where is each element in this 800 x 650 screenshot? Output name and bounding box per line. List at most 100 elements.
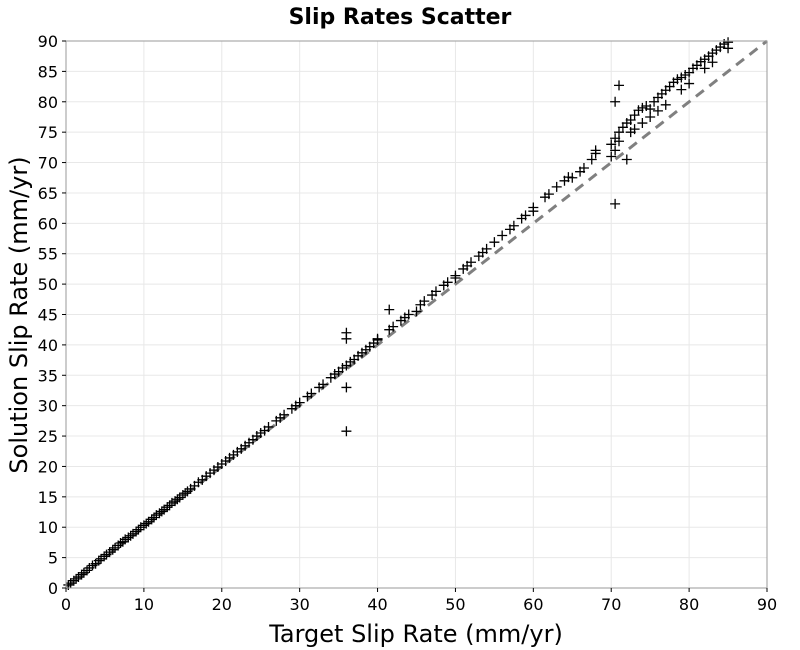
data-point — [71, 573, 82, 584]
data-point — [146, 514, 157, 525]
data-point — [676, 84, 687, 95]
x-tick-label: 20 — [212, 595, 232, 614]
y-tick-label: 60 — [38, 214, 58, 233]
data-point — [684, 78, 695, 89]
data-point — [723, 37, 734, 48]
data-point — [489, 237, 500, 248]
x-tick-label: 60 — [523, 595, 543, 614]
y-tick-label: 50 — [38, 275, 58, 294]
x-tick-label: 70 — [601, 595, 621, 614]
data-point — [306, 388, 317, 399]
data-point — [508, 220, 519, 231]
data-point — [82, 565, 93, 576]
data-point — [481, 243, 492, 254]
data-point — [162, 502, 173, 513]
data-point — [107, 544, 118, 555]
data-point — [699, 63, 710, 74]
data-point — [411, 306, 422, 317]
data-point — [645, 111, 656, 122]
y-axis-title: Solution Slip Rate (mm/yr) — [5, 156, 33, 473]
data-point — [419, 296, 430, 307]
y-tick-label: 85 — [38, 62, 58, 81]
x-tick-label: 30 — [289, 595, 309, 614]
data-point — [497, 230, 508, 241]
data-point — [125, 530, 136, 541]
x-tick-label: 10 — [134, 595, 154, 614]
y-tick-label: 90 — [38, 32, 58, 51]
data-point — [551, 181, 562, 192]
data-point — [652, 105, 663, 116]
data-point — [621, 154, 632, 165]
y-tick-label: 20 — [38, 457, 58, 476]
data-point — [156, 506, 167, 517]
data-point — [149, 512, 160, 523]
data-point — [172, 494, 183, 505]
data-point — [578, 163, 589, 174]
data-point — [117, 536, 128, 547]
data-point — [372, 333, 383, 344]
data-point — [164, 500, 175, 511]
data-point — [403, 309, 414, 320]
data-point — [76, 569, 87, 580]
y-tick-label: 25 — [38, 427, 58, 446]
y-tick-label: 5 — [48, 549, 58, 568]
y-tick-label: 80 — [38, 93, 58, 112]
chart-title: Slip Rates Scatter — [289, 5, 512, 30]
data-point — [141, 518, 152, 529]
y-tick-label: 75 — [38, 123, 58, 142]
y-tick-label: 35 — [38, 366, 58, 385]
data-point — [610, 145, 621, 156]
data-point — [610, 198, 621, 209]
y-tick-label: 70 — [38, 154, 58, 173]
data-point — [263, 421, 274, 432]
data-point — [442, 277, 453, 288]
data-point — [543, 189, 554, 200]
data-point — [341, 382, 352, 393]
y-tick-label: 40 — [38, 336, 58, 355]
data-point — [614, 80, 625, 91]
data-point — [133, 524, 144, 535]
data-point — [93, 555, 104, 566]
data-points — [63, 37, 734, 590]
data-point — [466, 257, 477, 268]
y-tick-label: 15 — [38, 488, 58, 507]
y-axis-ticks: 0 5 10 15 20 25 30 35 40 45 50 55 60 65 70 75 80 85 90 — [38, 32, 66, 598]
data-point — [567, 172, 578, 183]
data-point — [614, 136, 625, 147]
data-point — [180, 488, 191, 499]
data-point — [450, 273, 461, 284]
data-point — [341, 333, 352, 344]
y-tick-label: 10 — [38, 518, 58, 537]
data-point — [279, 409, 290, 420]
data-point — [637, 118, 648, 129]
data-point — [528, 206, 539, 217]
data-point — [586, 154, 597, 165]
data-point — [388, 321, 399, 332]
data-point — [294, 397, 305, 408]
data-point — [660, 99, 671, 110]
x-tick-label: 50 — [445, 595, 465, 614]
data-point — [341, 426, 352, 437]
data-point — [131, 526, 142, 537]
x-axis-ticks: 0 10 20 30 40 50 60 70 80 90 — [61, 588, 777, 614]
y-tick-label: 55 — [38, 245, 58, 264]
data-point — [520, 210, 531, 221]
x-tick-label: 0 — [61, 595, 71, 614]
data-point — [606, 151, 617, 162]
data-point — [707, 57, 718, 68]
y-tick-label: 0 — [48, 579, 58, 598]
y-tick-label: 65 — [38, 184, 58, 203]
x-tick-label: 40 — [367, 595, 387, 614]
data-point — [606, 139, 617, 150]
data-point — [99, 551, 110, 562]
data-point — [590, 145, 601, 156]
y-tick-label: 30 — [38, 397, 58, 416]
y-tick-label: 45 — [38, 306, 58, 325]
data-point — [430, 286, 441, 297]
data-point — [384, 304, 395, 315]
x-axis-title: Target Slip Rate (mm/yr) — [268, 620, 563, 648]
x-tick-label: 80 — [679, 595, 699, 614]
data-point — [625, 127, 636, 138]
x-tick-label: 90 — [757, 595, 777, 614]
